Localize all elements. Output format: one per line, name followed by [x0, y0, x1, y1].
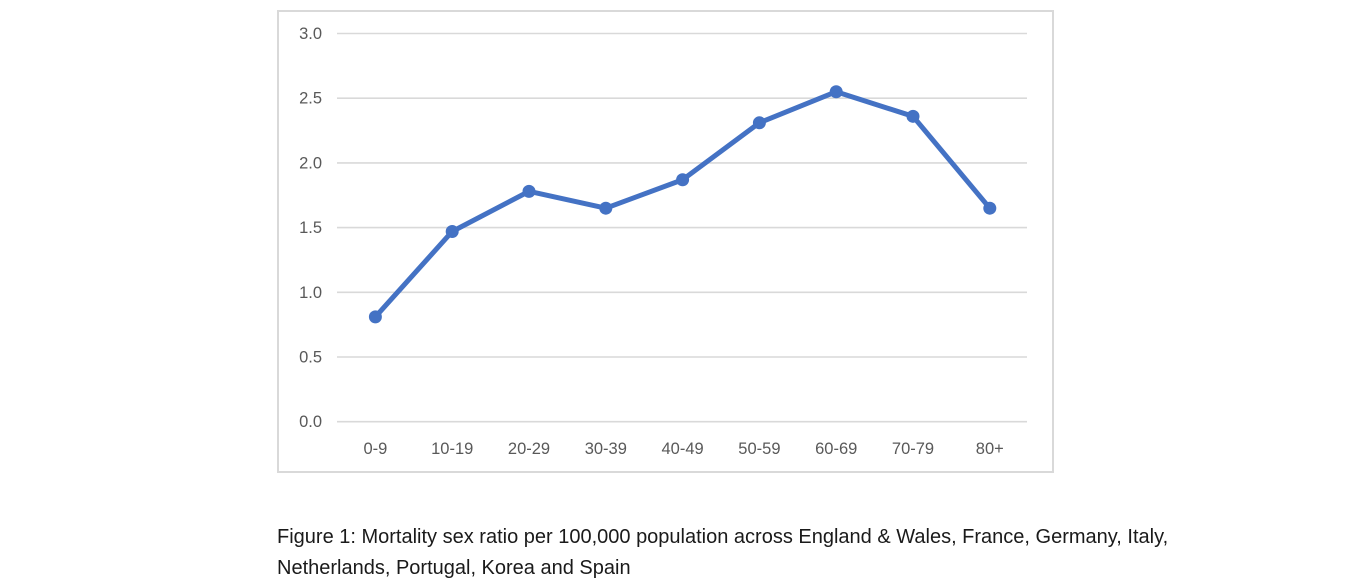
line-chart: 0.0 0.5 1.0 1.5 2.0 2.5 3.0 0-9 10-19 20-29 30-39 4… [277, 10, 1054, 473]
y-axis-tick-label: 2.5 [299, 90, 322, 108]
figure-caption: Figure 1: Mortality sex ratio per 100,00… [277, 522, 1317, 580]
data-point-marker [368, 310, 382, 324]
data-point-marker [676, 173, 690, 187]
figure-caption-line-2: Netherlands, Portugal, Korea and Spain [277, 557, 631, 579]
x-axis-tick-label: 20-29 [508, 440, 550, 458]
data-point-marker [522, 184, 536, 198]
y-axis-tick-label: 0.0 [299, 413, 322, 431]
x-axis-tick-label: 10-19 [431, 440, 473, 458]
data-point-marker [829, 85, 843, 99]
data-point-marker [445, 224, 459, 238]
x-axis-tick-label: 0-9 [363, 440, 387, 458]
y-axis-tick-label: 1.5 [299, 219, 322, 237]
y-axis-tick-label: 3.0 [299, 25, 322, 43]
chart-border [277, 10, 1054, 473]
y-axis-tick-label: 1.0 [299, 284, 322, 302]
x-axis-tick-label: 40-49 [661, 440, 703, 458]
data-point-marker [599, 201, 613, 215]
data-point-marker [752, 116, 766, 130]
x-axis-tick-label: 70-79 [892, 440, 934, 458]
data-point-marker [983, 201, 997, 215]
y-axis-tick-label: 2.0 [299, 154, 322, 172]
x-axis-tick-label: 80+ [976, 440, 1004, 458]
x-axis-tick-label: 60-69 [815, 440, 857, 458]
data-point-marker [906, 109, 920, 123]
x-axis-tick-label: 30-39 [585, 440, 627, 458]
figure-caption-line-1: Figure 1: Mortality sex ratio per 100,00… [277, 526, 1169, 548]
figure-1-chart: 0.0 0.5 1.0 1.5 2.0 2.5 3.0 0-9 10-19 20-29 30-39 4… [277, 10, 1054, 473]
y-axis-tick-label: 0.5 [299, 349, 322, 367]
x-axis-tick-label: 50-59 [738, 440, 780, 458]
